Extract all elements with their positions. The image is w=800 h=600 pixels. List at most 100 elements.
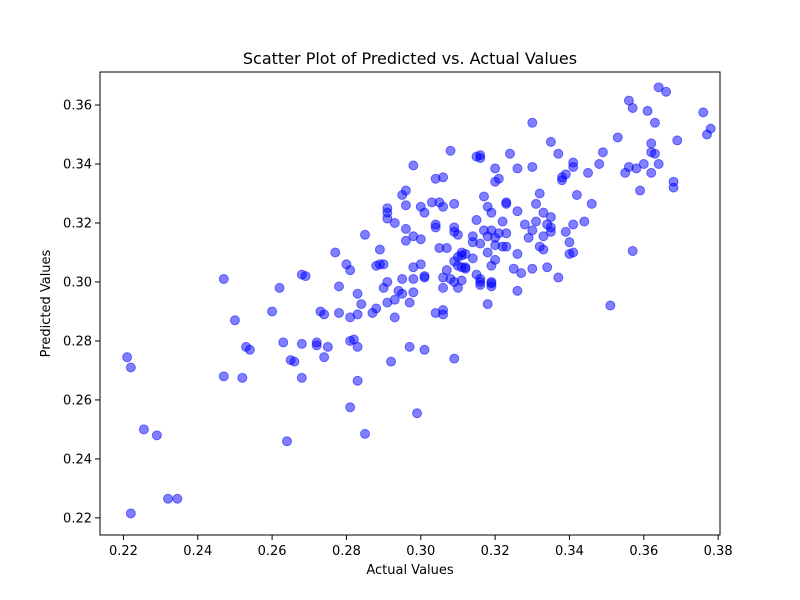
data-point: [501, 228, 512, 239]
data-point: [296, 372, 307, 383]
data-point: [661, 86, 672, 97]
data-point: [568, 219, 579, 230]
data-point: [493, 173, 504, 184]
data-point: [419, 207, 430, 218]
data-point: [400, 235, 411, 246]
data-point: [218, 371, 229, 382]
data-point: [527, 225, 538, 236]
data-point: [568, 161, 579, 172]
data-point: [311, 340, 322, 351]
data-point: [653, 159, 664, 170]
data-point: [638, 159, 649, 170]
data-point: [400, 185, 411, 196]
data-point: [482, 299, 493, 310]
data-point: [438, 282, 449, 293]
data-point: [278, 337, 289, 348]
data-point: [382, 276, 393, 287]
data-point: [389, 312, 400, 323]
data-point: [538, 231, 549, 242]
data-point: [408, 287, 419, 298]
data-point: [571, 189, 582, 200]
data-point: [545, 212, 556, 223]
data-point: [456, 275, 467, 286]
data-point: [449, 353, 460, 364]
data-point: [237, 372, 248, 383]
data-point: [319, 309, 330, 320]
data-point: [490, 254, 501, 265]
data-point: [586, 198, 597, 209]
data-point: [415, 259, 426, 270]
y-axis-label: Predicted Values: [39, 249, 54, 357]
data-point: [583, 167, 594, 178]
data-point: [352, 309, 363, 320]
data-point: [345, 402, 356, 413]
data-point: [371, 303, 382, 314]
data-point: [594, 159, 605, 170]
data-point: [471, 215, 482, 226]
data-point: [352, 288, 363, 299]
data-point: [400, 223, 411, 234]
data-point: [568, 247, 579, 258]
data-point: [125, 508, 136, 519]
data-point: [512, 248, 523, 259]
data-point: [649, 117, 660, 128]
x-tick-label: 0.32: [481, 544, 510, 559]
x-tick-label: 0.34: [555, 544, 584, 559]
data-point: [438, 172, 449, 183]
data-point: [560, 226, 571, 237]
data-point: [389, 294, 400, 305]
y-tick-label: 0.22: [63, 511, 92, 526]
data-point: [553, 148, 564, 159]
data-point: [404, 297, 415, 308]
data-point: [519, 219, 530, 230]
data-point: [334, 281, 344, 292]
x-tick-label: 0.38: [704, 544, 733, 559]
y-tick-label: 0.26: [63, 393, 92, 408]
data-point: [668, 182, 679, 193]
x-axis-ticks: 0.22 0.24 0.26 0.28 0.30 0.32 0.34 0.36 0.38: [109, 535, 733, 559]
data-point: [397, 288, 408, 299]
data-point: [612, 132, 623, 143]
data-point: [512, 285, 523, 296]
data-point: [527, 161, 538, 172]
data-point: [125, 362, 136, 373]
data-point: [438, 201, 449, 212]
data-point: [460, 263, 471, 274]
data-point: [281, 436, 292, 447]
data-point: [579, 216, 590, 227]
data-point: [229, 315, 240, 326]
data-point: [412, 408, 423, 419]
data-point: [452, 229, 463, 240]
data-point: [705, 123, 716, 134]
data-point: [560, 169, 571, 180]
data-point: [501, 241, 512, 252]
data-point: [698, 107, 709, 118]
data-point: [289, 356, 300, 367]
data-point: [605, 300, 616, 311]
data-point: [352, 375, 363, 386]
data-point: [274, 282, 285, 293]
data-point: [553, 272, 564, 283]
data-point: [378, 259, 389, 270]
data-point: [497, 216, 508, 227]
plot-frame: [99, 71, 721, 536]
data-point: [441, 265, 452, 276]
y-tick-label: 0.28: [63, 334, 92, 349]
data-point: [319, 352, 330, 363]
data-point: [504, 148, 515, 159]
data-point: [415, 234, 426, 245]
data-point: [542, 262, 553, 273]
data-point: [516, 268, 527, 279]
data-point: [430, 222, 441, 233]
data-point: [360, 428, 371, 439]
data-point: [467, 253, 478, 264]
data-point: [534, 188, 545, 199]
x-tick-label: 0.36: [629, 544, 658, 559]
data-point: [475, 153, 486, 164]
x-axis-label: Actual Values: [366, 563, 454, 578]
data-point: [475, 279, 486, 290]
data-point: [445, 145, 456, 156]
y-tick-label: 0.30: [63, 275, 92, 290]
